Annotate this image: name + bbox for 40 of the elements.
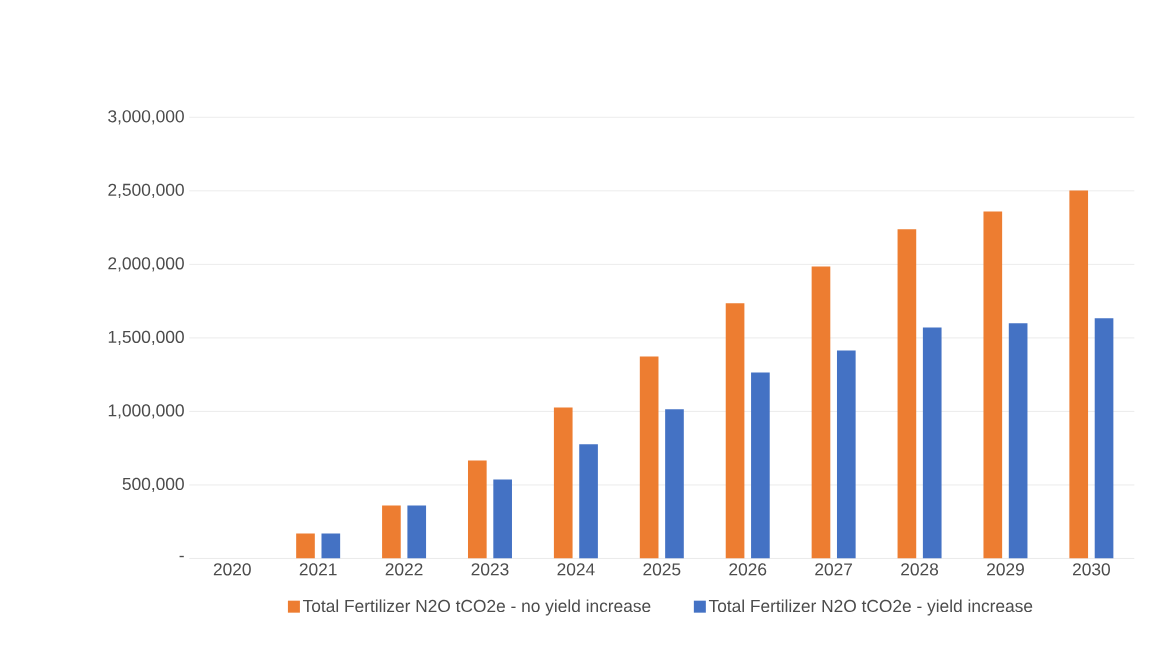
bar: [811, 266, 831, 559]
x-tick-label: 2030: [1072, 563, 1110, 576]
bar: [1069, 190, 1089, 559]
x-tick-label: 2024: [557, 563, 595, 576]
bar: [1094, 318, 1114, 559]
bar: [751, 372, 770, 559]
y-tick-label: 3,000,000: [108, 110, 184, 125]
bar: [665, 409, 684, 559]
y-tick-label: 1,500,000: [108, 330, 184, 346]
bar: [382, 505, 401, 559]
x-tick-label: 2020: [213, 563, 251, 576]
x-tick-label: 2022: [385, 563, 423, 576]
legend-label: Total Fertilizer N2O tCO2e - yield increase: [708, 599, 1033, 616]
bar: [467, 460, 487, 559]
x-tick-label: 2026: [729, 563, 767, 576]
y-tick-label: 1,000,000: [108, 404, 184, 419]
bar: [553, 407, 573, 559]
bar: [321, 533, 341, 559]
y-tick-label: 500,000: [122, 477, 184, 493]
bar: [897, 229, 917, 559]
x-tick-label: 2028: [901, 563, 939, 576]
bar: [725, 303, 745, 559]
bar: [493, 479, 512, 559]
bar: [922, 327, 942, 559]
x-tick-label: 2023: [471, 563, 509, 576]
bar: [639, 356, 659, 559]
y-tick-label: 2,000,000: [108, 257, 184, 272]
x-tick-label: 2027: [815, 563, 853, 576]
x-tick-label: 2029: [987, 563, 1024, 576]
legend-label: Total Fertilizer N2O tCO2e - no yield increase: [302, 599, 651, 616]
bar: [296, 533, 315, 559]
bar: [407, 505, 427, 559]
bar: [579, 444, 598, 559]
bar: [1008, 323, 1028, 559]
bar: [836, 350, 856, 559]
y-tick-label: 2,500,000: [108, 183, 184, 199]
bar: [983, 211, 1003, 559]
x-tick-label: 2025: [643, 563, 681, 576]
y-tick-label: -: [179, 555, 184, 558]
x-tick-label: 2021: [299, 563, 337, 576]
